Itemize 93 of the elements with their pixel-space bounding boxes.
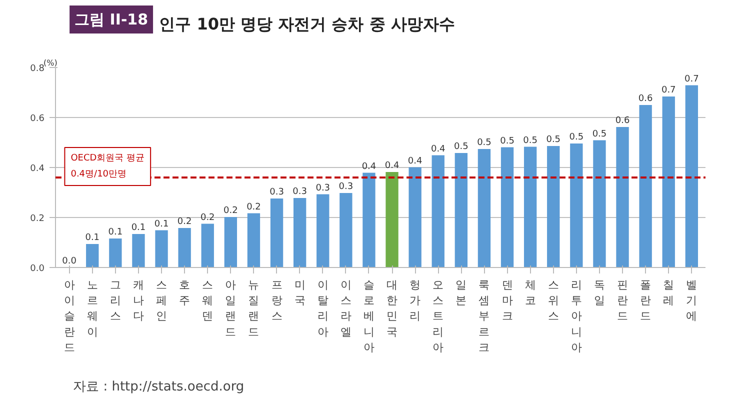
bar: [685, 85, 698, 268]
bar: [109, 238, 122, 268]
x-tick-label: 독일: [594, 278, 605, 308]
bar: [132, 234, 145, 268]
data-label: 0.2: [246, 202, 261, 212]
bar: [547, 146, 560, 268]
x-tick-label: 미국: [294, 278, 306, 308]
data-label: 0.1: [131, 223, 146, 233]
data-label: 0.5: [546, 135, 561, 145]
x-tick-label: 노르웨이: [86, 278, 98, 338]
data-label: 0.2: [177, 217, 192, 227]
x-tick-label: 칠레: [663, 278, 674, 308]
bar: [593, 140, 606, 268]
bar: [293, 198, 306, 268]
chart-title: 인구 10만 명당 자전거 승차 중 사망자수: [159, 14, 455, 34]
y-tick-label: 0.6: [30, 114, 45, 124]
x-tick-label: 핀란드: [617, 278, 628, 323]
data-label: 0.7: [661, 86, 676, 96]
bar: [86, 244, 99, 268]
data-label: 0.1: [85, 233, 100, 243]
x-tick-label: 프랑스: [271, 278, 282, 323]
data-label: 0.5: [454, 142, 468, 152]
bar: [432, 155, 444, 268]
x-tick-label: 헝가리: [410, 278, 421, 323]
bar: [201, 224, 214, 268]
x-tick-label: 아이슬란드: [64, 278, 75, 354]
data-label: 0.5: [500, 136, 514, 146]
bar: [500, 147, 514, 268]
bar: [224, 217, 238, 268]
x-tick-label: 이탈리아: [317, 278, 328, 338]
x-tick-label: 스웨덴: [202, 278, 214, 323]
text: 자료 : http://stats.oecd.org: [73, 380, 244, 394]
data-label: 0.5: [477, 138, 492, 148]
x-tick-label: 슬로베니아: [363, 278, 374, 354]
data-label: 0.2: [224, 206, 238, 216]
data-label: 0.6: [615, 116, 630, 126]
x-tick-label: 뉴질랜드: [248, 278, 260, 338]
bar: [478, 149, 491, 268]
bar: [616, 127, 629, 268]
bar: [247, 213, 260, 268]
x-tick-label: 아일랜드: [225, 278, 236, 338]
data-label: 0.3: [292, 187, 307, 197]
x-tick-label: 그리스: [110, 278, 121, 323]
x-tick-label: 스위스: [548, 278, 559, 323]
bar: [270, 198, 284, 268]
x-tick-label: 덴마크: [502, 278, 513, 323]
x-tick-label: 캐나다: [132, 278, 144, 323]
data-label: 0.3: [270, 188, 284, 198]
y-tick-label: 0.8: [30, 64, 45, 74]
x-tick-label: 리투아니아: [570, 278, 582, 354]
x-tick-label: 폴란드: [640, 278, 652, 323]
data-label: 0.4: [408, 156, 423, 166]
data-label: 0.0: [62, 256, 77, 266]
data-label: 0.1: [154, 219, 169, 230]
data-label: 0.5: [523, 136, 538, 146]
data-label: 0.3: [316, 183, 330, 194]
x-tick-label: 호주: [179, 278, 190, 308]
bar: [524, 146, 537, 268]
data-label: 0.6: [638, 94, 653, 104]
data-label: 0.4: [384, 161, 400, 171]
bar: [340, 193, 352, 268]
x-tick-label: 벨기에: [686, 278, 698, 323]
data-label: 0.4: [430, 144, 446, 154]
bar: [454, 153, 468, 268]
bar: [316, 194, 330, 268]
data-label: 0.5: [592, 129, 607, 140]
text: 그림 II-18: [74, 10, 148, 28]
bar: [570, 144, 583, 268]
bar: [408, 167, 422, 268]
y-axis-title: (%): [44, 58, 58, 68]
x-tick-label: 대한민국: [386, 278, 398, 338]
y-tick-label: 0.2: [30, 214, 45, 224]
bar: [362, 172, 376, 268]
x-tick-label: 스페인: [156, 278, 168, 323]
x-tick-label: 오스트리아: [432, 278, 444, 354]
data-label: 0.1: [108, 228, 123, 238]
data-label: 0.5: [569, 132, 584, 142]
x-tick-label: 룩셈부르크: [478, 278, 490, 354]
bar: [155, 230, 168, 268]
bar: [639, 105, 652, 268]
text: 0.0: [30, 264, 45, 274]
ref-line-label: OECD회원국 평균 0.4명/10만명: [70, 154, 145, 180]
data-label: 0.7: [684, 74, 699, 84]
data-label: 0.3: [338, 182, 354, 192]
x-tick-label: 체코: [524, 278, 536, 308]
bar: [662, 96, 675, 268]
data-label: 0.4: [362, 162, 376, 172]
data-label: 0.2: [200, 212, 215, 223]
bar: [386, 172, 398, 268]
x-tick-label: 이스라엘: [340, 278, 352, 338]
bar: [178, 228, 191, 268]
x-tick-label: 일본: [456, 278, 467, 308]
y-tick-label: 0.4: [30, 164, 45, 174]
